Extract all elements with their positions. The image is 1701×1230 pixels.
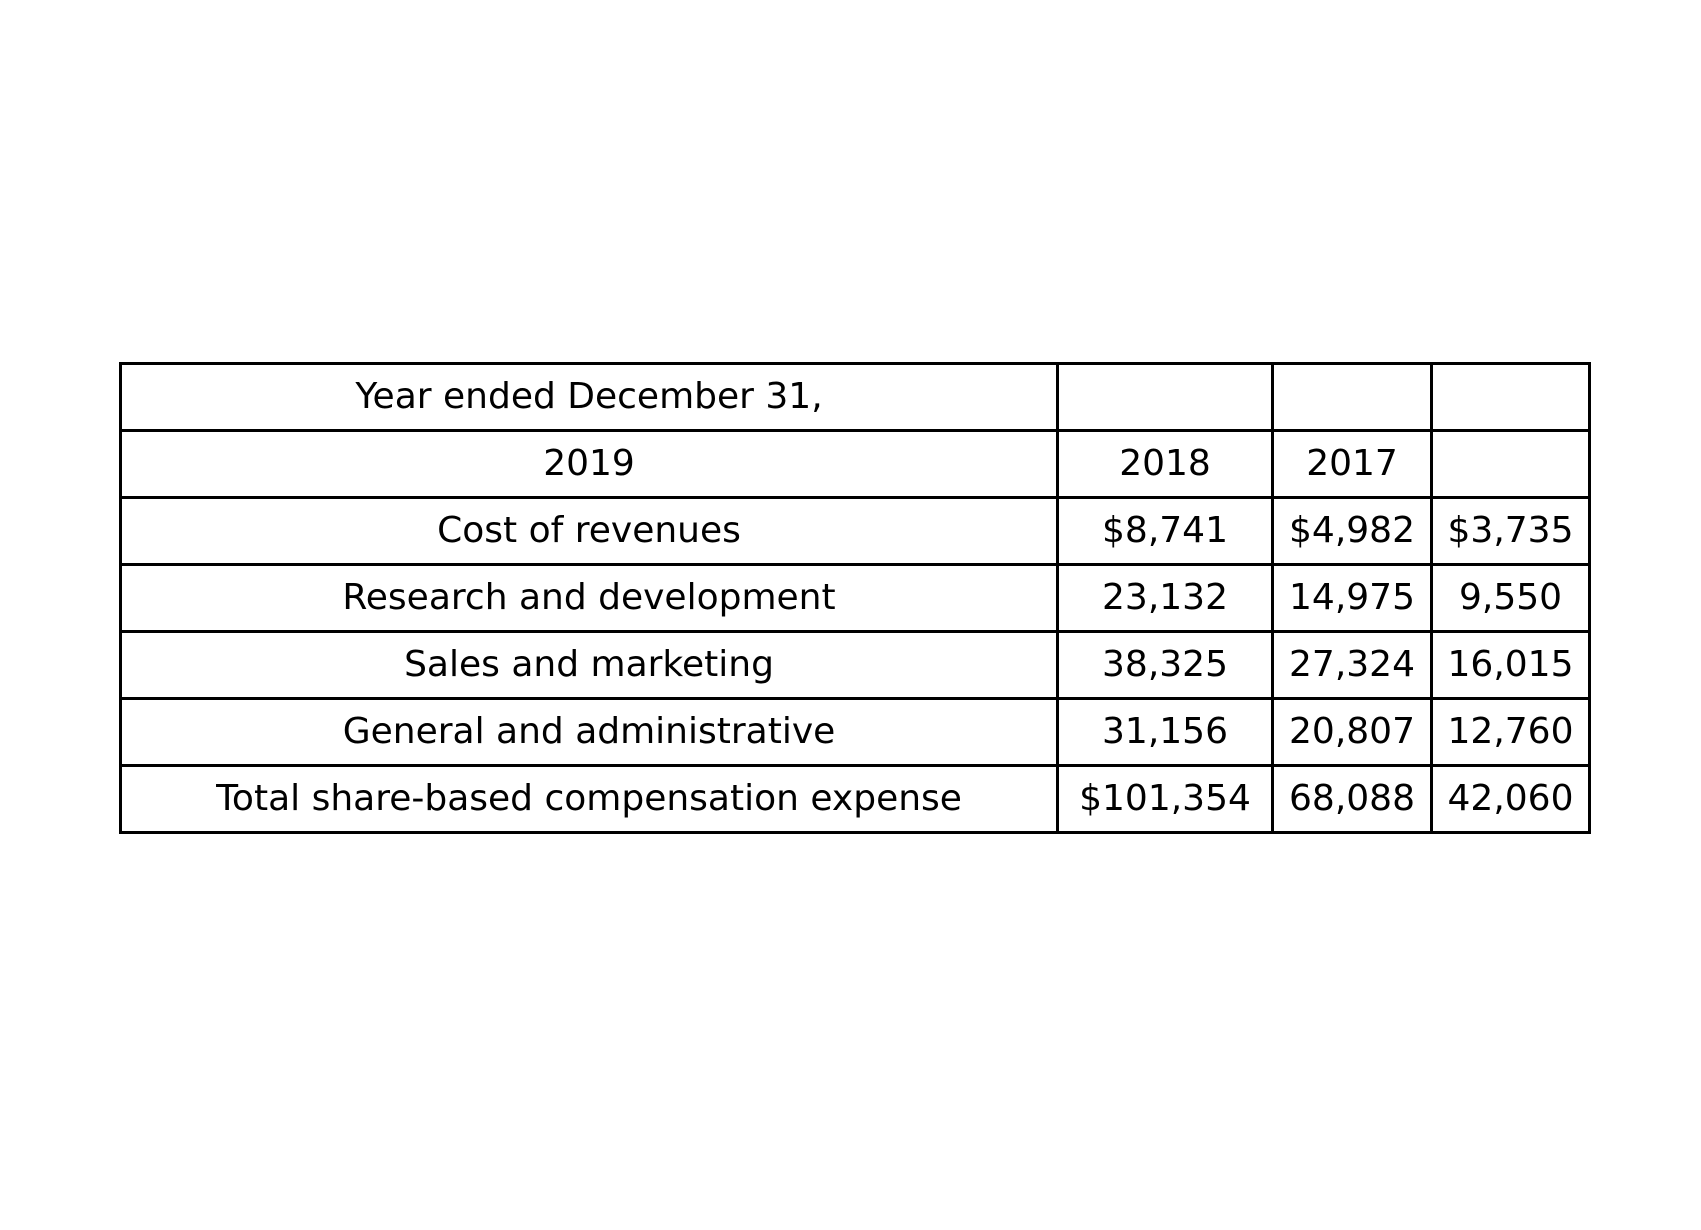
share-based-compensation-table: Year ended December 31, 2019 2018 2017 C… <box>119 362 1591 834</box>
row-label: Research and development <box>119 563 1059 633</box>
table-cell: $101,354 <box>1056 764 1274 834</box>
table-cell: $3,735 <box>1430 496 1591 566</box>
table-cell: 42,060 <box>1430 764 1591 834</box>
table-row: 2019 2018 2017 <box>119 429 1591 499</box>
table-cell: 27,324 <box>1271 630 1433 700</box>
table-cell: Year ended December 31, <box>119 362 1059 432</box>
table-row: Total share-based compensation expense $… <box>119 764 1591 834</box>
row-label: Total share-based compensation expense <box>119 764 1059 834</box>
row-label: Sales and marketing <box>119 630 1059 700</box>
table-cell: $4,982 <box>1271 496 1433 566</box>
table-cell: 2018 <box>1056 429 1274 499</box>
table-cell: 38,325 <box>1056 630 1274 700</box>
table-cell: 20,807 <box>1271 697 1433 767</box>
table-cell: 12,760 <box>1430 697 1591 767</box>
table-cell: 9,550 <box>1430 563 1591 633</box>
table-row: Year ended December 31, <box>119 362 1591 432</box>
row-label: General and administrative <box>119 697 1059 767</box>
table-cell <box>1430 429 1591 499</box>
table-cell: 2019 <box>119 429 1059 499</box>
table-row: Research and development 23,132 14,975 9… <box>119 563 1591 633</box>
table-cell: 14,975 <box>1271 563 1433 633</box>
table-row: Sales and marketing 38,325 27,324 16,015 <box>119 630 1591 700</box>
table-cell <box>1056 362 1274 432</box>
row-label: Cost of revenues <box>119 496 1059 566</box>
table-cell: 68,088 <box>1271 764 1433 834</box>
table-cell <box>1430 362 1591 432</box>
table-row: General and administrative 31,156 20,807… <box>119 697 1591 767</box>
table-cell: 31,156 <box>1056 697 1274 767</box>
table-cell: 23,132 <box>1056 563 1274 633</box>
table-row: Cost of revenues $8,741 $4,982 $3,735 <box>119 496 1591 566</box>
table-cell: 2017 <box>1271 429 1433 499</box>
table-cell <box>1271 362 1433 432</box>
table-cell: $8,741 <box>1056 496 1274 566</box>
compensation-table-container: Year ended December 31, 2019 2018 2017 C… <box>119 362 1591 834</box>
table-cell: 16,015 <box>1430 630 1591 700</box>
